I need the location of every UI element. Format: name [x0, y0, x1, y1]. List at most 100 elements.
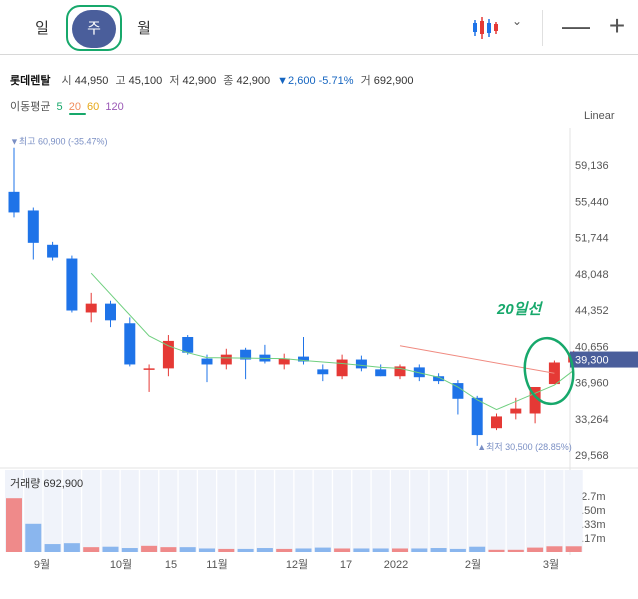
- candle-body: [278, 358, 290, 365]
- candle-body: [452, 383, 464, 399]
- volume-bar: [25, 523, 42, 552]
- volume-column-bg: [82, 470, 101, 552]
- volume-column-bg: [275, 470, 294, 552]
- candle-body: [220, 354, 232, 365]
- volume-column-bg: [506, 470, 525, 552]
- current-price-marker: [570, 351, 638, 368]
- candle-body: [510, 408, 522, 414]
- volume-column-bg: [487, 470, 506, 552]
- candle-body: [433, 376, 445, 382]
- candle-body: [336, 359, 348, 377]
- candle-body: [27, 210, 39, 243]
- volume-bar: [334, 548, 351, 552]
- y-tick-label: 48,048: [575, 269, 609, 281]
- volume-column-bg: [43, 470, 62, 552]
- high-label: 고: [115, 75, 126, 87]
- volume-column-bg: [410, 470, 429, 552]
- chevron-down-icon[interactable]: ⌄: [512, 14, 523, 28]
- volume-bar: [276, 548, 293, 552]
- volume-bar: [102, 546, 119, 552]
- x-tick-label: 12월: [286, 558, 308, 571]
- candle-body: [375, 369, 387, 377]
- volume-bar: [372, 548, 389, 552]
- candle-body: [85, 303, 97, 313]
- volume-bar: [469, 546, 486, 552]
- volume-bar: [160, 547, 177, 552]
- x-tick-label: 17: [340, 559, 352, 571]
- volume-bar: [199, 548, 215, 552]
- volume-column-bg: [313, 470, 332, 552]
- volume-bar: [141, 545, 158, 552]
- candle-body: [394, 366, 406, 377]
- high-annotation: ▼최고 60,900 (-35.47%): [10, 137, 108, 147]
- ma-5: 5: [56, 101, 63, 113]
- candle-body: [182, 336, 194, 353]
- candle-body: [201, 358, 213, 365]
- x-tick-label: 15: [165, 559, 177, 571]
- volume-column-bg: [545, 470, 564, 552]
- stock-name: 롯데렌탈: [10, 75, 51, 87]
- moving-average-legend[interactable]: 이동평균 5 20 60 120: [10, 98, 124, 114]
- candle-body: [143, 368, 155, 370]
- volume-bar: [179, 547, 196, 552]
- candle-body: [317, 369, 329, 375]
- ma-60: 60: [87, 101, 100, 113]
- handwritten-annotation: 20일선: [497, 301, 542, 318]
- candle-body: [47, 244, 59, 258]
- candle-body: [240, 349, 252, 360]
- volume-bar: [256, 548, 273, 552]
- volume-column-bg: [294, 470, 313, 552]
- volume-bar: [411, 548, 428, 552]
- volume-column-bg: [255, 470, 274, 552]
- close-value: 42,900: [236, 75, 271, 87]
- volume-bar: [546, 546, 563, 552]
- y-tick-label: 51,744: [575, 233, 609, 245]
- volume-column-bg: [62, 470, 81, 552]
- volume-column-bg: [391, 470, 409, 552]
- x-tick-label: 3월: [543, 558, 559, 571]
- high-value: 45,100: [128, 75, 163, 87]
- volume-column-bg: [236, 470, 255, 552]
- zoom-out-button[interactable]: —: [562, 10, 590, 41]
- ma-120: 120: [105, 101, 124, 113]
- zoom-in-button[interactable]: +: [608, 10, 626, 41]
- close-label: 종: [223, 75, 234, 87]
- hand-drawn-circle: [523, 336, 575, 406]
- x-tick-label: 2022: [384, 559, 408, 571]
- volume-bar: [121, 548, 138, 552]
- toolbar: 일 주 월 ⌄ — +: [0, 0, 638, 55]
- volume-column-bg: [371, 470, 390, 552]
- y-tick-label: 36,960: [575, 378, 609, 390]
- volume-bar: [449, 548, 466, 552]
- volume-chart-label: 거래량 692,900: [10, 478, 84, 490]
- volume-bar: [295, 548, 312, 552]
- x-tick-label: 9월: [34, 558, 50, 571]
- low-value: 42,900: [182, 75, 217, 87]
- volume-bar: [565, 546, 582, 552]
- candle-body: [355, 359, 367, 369]
- y-tick-label: 33,264: [575, 414, 609, 426]
- volume-column-bg: [140, 470, 159, 552]
- volume-column-bg: [333, 470, 352, 552]
- volume-bar: [83, 547, 100, 552]
- hand-drawn-circle: [66, 5, 122, 51]
- candle-body: [66, 258, 78, 311]
- period-month-button[interactable]: 월: [137, 20, 151, 37]
- volume-column-bg: [217, 470, 236, 552]
- scale-mode-toggle[interactable]: Linear: [584, 110, 615, 122]
- candle-body: [105, 303, 116, 321]
- volume-bar: [6, 498, 22, 552]
- candle-body: [124, 323, 136, 365]
- x-tick-label: 2월: [465, 558, 481, 571]
- volume-bar: [507, 549, 524, 552]
- volume-column-bg: [468, 470, 487, 552]
- x-tick-label: 10월: [110, 558, 132, 571]
- y-tick-label: 44,352: [575, 305, 609, 317]
- volume-bar: [218, 548, 235, 552]
- candlestick-icon[interactable]: [470, 14, 500, 42]
- candle-body: [471, 397, 483, 436]
- period-day-button[interactable]: 일: [35, 20, 49, 37]
- candle-body: [8, 191, 20, 213]
